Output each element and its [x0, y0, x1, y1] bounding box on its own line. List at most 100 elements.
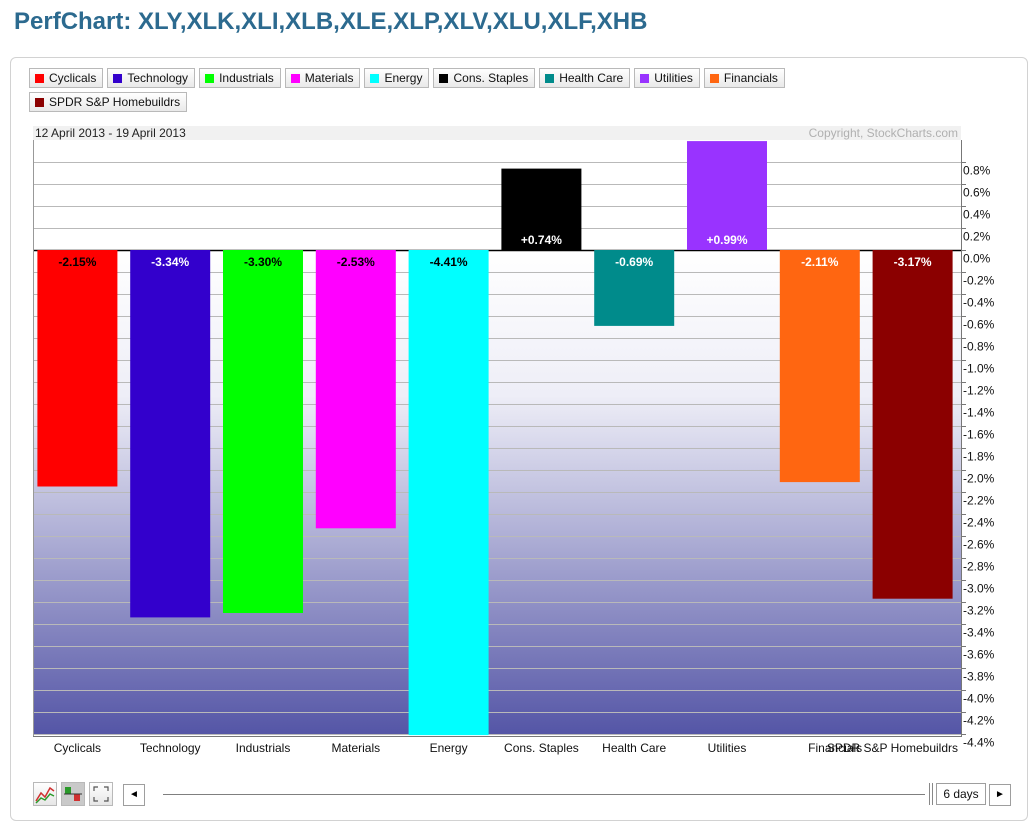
legend-item[interactable]: Technology	[107, 68, 196, 88]
data-label: -2.11%	[801, 255, 839, 269]
y-tick-label: -2.0%	[963, 472, 995, 486]
legend-label: SPDR S&P Homebuildrs	[49, 95, 181, 109]
legend-item[interactable]: Materials	[284, 68, 361, 88]
x-tick-label: Industrials	[236, 741, 291, 755]
legend-item[interactable]: Industrials	[199, 68, 281, 88]
data-label: -3.34%	[151, 255, 189, 269]
legend-label: Utilities	[654, 71, 693, 85]
legend-swatch	[640, 74, 650, 83]
legend-swatch	[35, 98, 44, 107]
chart-header-strip	[33, 126, 961, 140]
page-title: PerfChart: XLY,XLK,XLI,XLB,XLE,XLP,XLV,X…	[14, 8, 648, 35]
x-tick-label: Cyclicals	[54, 741, 101, 755]
period-selector[interactable]: 6 days	[936, 783, 986, 805]
timeline-handle[interactable]	[929, 783, 933, 805]
y-tick-label: 0.0%	[963, 252, 991, 266]
y-tick-label: -3.4%	[963, 626, 995, 640]
y-tick-label: -0.4%	[963, 296, 995, 310]
legend-swatch	[35, 74, 44, 83]
y-tick-label: -1.2%	[963, 384, 995, 398]
y-tick-label: -1.8%	[963, 450, 995, 464]
y-tick-label: -2.6%	[963, 538, 995, 552]
y-tick-label: -1.4%	[963, 406, 995, 420]
x-tick-label: Utilities	[708, 741, 747, 755]
legend-item[interactable]: SPDR S&P Homebuildrs	[29, 92, 188, 112]
legend-label: Energy	[384, 71, 423, 85]
data-label: -4.41%	[430, 255, 468, 269]
x-tick-label: Health Care	[602, 741, 666, 755]
legend-swatch	[709, 74, 719, 83]
scroll-right-button[interactable]: ►	[989, 784, 1011, 806]
data-label: -0.69%	[615, 255, 653, 269]
legend-label: Financials	[723, 71, 778, 85]
legend-label: Health Care	[559, 71, 624, 85]
chart-panel: Cyclicals Technology Industrials Materials E…	[10, 57, 1028, 821]
chart-toolbar: ◄ 6 days ►	[33, 782, 1013, 808]
fullscreen-button[interactable]	[89, 782, 113, 806]
bar	[872, 250, 953, 599]
x-tick-label: Materials	[331, 741, 380, 755]
bar	[315, 250, 396, 529]
bar	[687, 141, 767, 250]
scroll-left-button[interactable]: ◄	[123, 784, 145, 806]
x-axis-labels: Cyclicals Technology Industrials Materials E…	[54, 741, 958, 755]
bar	[501, 168, 582, 250]
x-tick-label: Financials	[808, 741, 862, 755]
legend-item[interactable]: Cons. Staples	[433, 68, 536, 88]
bar	[779, 250, 860, 483]
y-tick-label: 0.8%	[963, 164, 991, 178]
y-tick-label: 0.4%	[963, 208, 991, 222]
legend-item[interactable]: Financials	[703, 68, 785, 88]
timeline-track[interactable]	[163, 794, 925, 795]
y-tick-label: -2.8%	[963, 560, 995, 574]
line-chart-button[interactable]	[33, 782, 57, 806]
legend-label: Materials	[304, 71, 354, 85]
bar-chart-button[interactable]	[61, 782, 85, 806]
y-tick-label: -3.6%	[963, 648, 995, 662]
legend-label: Cyclicals	[49, 71, 97, 85]
bar	[408, 250, 489, 736]
x-tick-label: Technology	[140, 741, 201, 755]
legend-item[interactable]: Cyclicals	[29, 68, 104, 88]
legend-label: Technology	[127, 71, 189, 85]
legend-swatch	[439, 74, 449, 83]
bar	[37, 250, 118, 487]
y-tick-label: -0.8%	[963, 340, 995, 354]
bar-chart-icon	[64, 787, 82, 801]
x-tick-label: SPDR S&P Homebuildrs	[827, 741, 958, 755]
legend-item[interactable]: Health Care	[539, 68, 631, 88]
y-tick-label: -4.4%	[963, 736, 995, 750]
legend-item[interactable]: Utilities	[634, 68, 700, 88]
data-labels: -2.15% -3.34% -3.30% -2.53% -4.41% +0.74% -0.6…	[58, 233, 932, 269]
y-tick-label: -1.0%	[963, 362, 995, 376]
expand-icon	[93, 786, 109, 802]
bar	[223, 250, 303, 613]
data-label: -3.30%	[244, 255, 282, 269]
legend-swatch	[370, 74, 380, 83]
y-axis-ticks: 0.8% 0.6% 0.4% 0.2% 0.0% -0.2% -0.4% -0.6% -0.8%…	[961, 162, 995, 750]
legend-label: Cons. Staples	[453, 71, 529, 85]
y-tick-label: -1.6%	[963, 428, 995, 442]
legend-item[interactable]: Energy	[364, 68, 430, 88]
bars	[37, 141, 953, 736]
y-tick-label: -2.4%	[963, 516, 995, 530]
legend-swatch	[113, 74, 123, 83]
date-range: 12 April 2013 - 19 April 2013	[35, 126, 186, 140]
y-tick-label: -4.2%	[963, 714, 995, 728]
data-label: -2.53%	[337, 255, 375, 269]
grid-lines	[34, 162, 961, 735]
y-tick-label: 0.2%	[963, 230, 991, 244]
data-label: +0.99%	[706, 233, 747, 247]
copyright: Copyright, StockCharts.com	[809, 126, 958, 140]
legend-swatch	[205, 74, 215, 83]
x-tick-label: Energy	[430, 741, 468, 755]
bar	[594, 250, 675, 326]
legend-swatch	[290, 74, 300, 83]
y-tick-label: -3.2%	[963, 604, 995, 618]
data-label: +0.74%	[521, 233, 562, 247]
line-chart-icon	[35, 786, 55, 804]
bar	[130, 250, 211, 618]
legend: Cyclicals Technology Industrials Materials E…	[29, 68, 1019, 116]
y-tick-label: -2.2%	[963, 494, 995, 508]
y-tick-label: -0.2%	[963, 274, 995, 288]
